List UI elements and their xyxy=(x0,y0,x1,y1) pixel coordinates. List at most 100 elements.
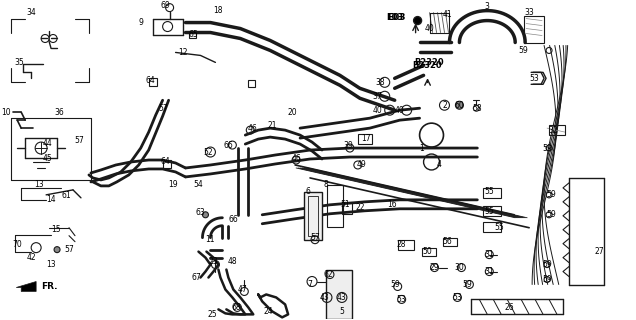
Text: 57: 57 xyxy=(64,245,74,254)
Text: 53: 53 xyxy=(529,74,539,83)
Text: 22: 22 xyxy=(355,203,364,212)
Text: 63: 63 xyxy=(196,208,205,217)
Text: 51: 51 xyxy=(340,200,350,209)
Text: 56: 56 xyxy=(443,237,452,246)
Text: 45: 45 xyxy=(42,154,52,163)
Bar xyxy=(149,78,156,86)
Circle shape xyxy=(54,247,60,252)
Text: 40: 40 xyxy=(395,106,404,115)
Text: 23: 23 xyxy=(209,257,218,266)
Text: 37: 37 xyxy=(373,92,383,101)
Text: E03: E03 xyxy=(387,13,404,22)
Text: 57: 57 xyxy=(74,136,84,145)
Text: 52: 52 xyxy=(204,148,213,156)
Text: 48: 48 xyxy=(228,257,237,266)
Text: 21: 21 xyxy=(267,121,277,130)
Text: E03: E03 xyxy=(387,13,406,22)
Text: 64: 64 xyxy=(146,76,156,85)
Text: 55: 55 xyxy=(494,223,504,232)
Text: 39: 39 xyxy=(343,140,353,149)
Bar xyxy=(524,16,544,44)
Circle shape xyxy=(202,212,209,218)
Text: 65: 65 xyxy=(189,30,198,39)
Text: 57: 57 xyxy=(310,233,320,242)
Text: 19: 19 xyxy=(168,180,177,189)
Text: 17: 17 xyxy=(361,133,371,143)
Text: 54: 54 xyxy=(193,180,204,189)
Text: B2320: B2320 xyxy=(413,61,443,70)
Text: 59: 59 xyxy=(546,210,556,219)
Text: 59: 59 xyxy=(462,280,473,289)
Text: 4: 4 xyxy=(437,160,442,170)
Text: 70: 70 xyxy=(12,240,22,249)
Text: 16: 16 xyxy=(387,200,396,209)
Text: 69: 69 xyxy=(161,1,170,10)
Text: 18: 18 xyxy=(214,6,223,15)
Text: 31: 31 xyxy=(485,250,494,259)
Text: 66: 66 xyxy=(223,140,233,149)
Text: 46: 46 xyxy=(291,154,301,163)
Text: 8: 8 xyxy=(324,180,328,189)
Bar xyxy=(188,30,197,38)
Bar xyxy=(422,248,436,256)
Text: 59: 59 xyxy=(518,46,528,55)
Circle shape xyxy=(455,101,464,109)
Text: 49: 49 xyxy=(357,160,367,170)
Text: 40: 40 xyxy=(373,106,383,115)
Bar xyxy=(549,125,565,135)
Text: 50: 50 xyxy=(423,247,432,256)
Text: 66: 66 xyxy=(228,215,238,224)
Text: 13: 13 xyxy=(34,180,44,189)
Text: 5: 5 xyxy=(340,307,344,316)
Text: FR.: FR. xyxy=(41,282,57,291)
Bar xyxy=(443,238,457,246)
Text: 57: 57 xyxy=(159,104,169,113)
Text: 36: 36 xyxy=(54,108,64,117)
Text: 20: 20 xyxy=(287,108,297,117)
Bar xyxy=(483,206,501,216)
Text: 61: 61 xyxy=(61,191,71,200)
Text: 59: 59 xyxy=(391,280,401,289)
Text: 41: 41 xyxy=(443,10,452,19)
Bar xyxy=(327,185,343,227)
Text: 62: 62 xyxy=(323,270,333,279)
Text: 15: 15 xyxy=(52,225,61,234)
Text: 53: 53 xyxy=(397,295,406,304)
Text: 28: 28 xyxy=(397,240,406,249)
Bar xyxy=(398,240,413,250)
Text: 6: 6 xyxy=(306,188,310,196)
Text: 55: 55 xyxy=(485,207,494,216)
Text: 3: 3 xyxy=(485,2,490,11)
Text: 43: 43 xyxy=(337,293,347,302)
Polygon shape xyxy=(17,282,36,292)
Text: 1: 1 xyxy=(419,144,424,153)
Text: 42: 42 xyxy=(26,253,36,262)
Text: 59: 59 xyxy=(546,190,556,199)
Text: 29: 29 xyxy=(430,263,439,272)
Text: 60: 60 xyxy=(455,101,464,110)
Text: 59: 59 xyxy=(543,260,552,269)
Bar xyxy=(483,188,501,198)
Text: 46: 46 xyxy=(247,124,257,132)
Text: 59: 59 xyxy=(543,144,552,153)
Bar xyxy=(342,202,352,214)
Text: 43: 43 xyxy=(320,293,330,302)
Text: 58: 58 xyxy=(473,104,482,113)
Text: 25: 25 xyxy=(207,310,218,319)
Text: 59: 59 xyxy=(543,275,552,284)
Text: 35: 35 xyxy=(15,58,24,67)
Text: 44: 44 xyxy=(42,139,52,148)
Text: 40: 40 xyxy=(425,24,434,33)
Text: 55: 55 xyxy=(485,188,494,196)
Bar xyxy=(326,269,352,319)
Text: 11: 11 xyxy=(205,235,215,244)
Circle shape xyxy=(413,17,422,25)
Text: 9: 9 xyxy=(138,18,143,27)
Text: 13: 13 xyxy=(46,260,56,269)
Bar xyxy=(248,80,255,87)
Text: 68: 68 xyxy=(232,303,241,312)
Text: 32: 32 xyxy=(548,126,558,135)
Text: 33: 33 xyxy=(524,8,534,17)
Text: 47: 47 xyxy=(237,285,247,294)
Text: 24: 24 xyxy=(263,307,273,316)
